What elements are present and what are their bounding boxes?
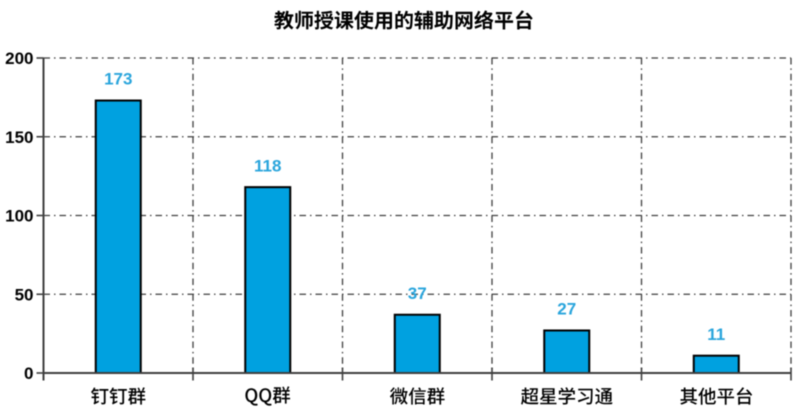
svg-text:100: 100 <box>5 207 33 226</box>
svg-text:118: 118 <box>254 156 281 175</box>
svg-text:11: 11 <box>707 325 725 344</box>
svg-text:200: 200 <box>5 49 33 68</box>
svg-text:150: 150 <box>5 128 33 147</box>
svg-text:27: 27 <box>557 300 576 319</box>
svg-text:173: 173 <box>104 70 132 89</box>
svg-text:50: 50 <box>15 285 34 304</box>
svg-text:37: 37 <box>408 284 427 303</box>
svg-text:0: 0 <box>24 364 33 383</box>
